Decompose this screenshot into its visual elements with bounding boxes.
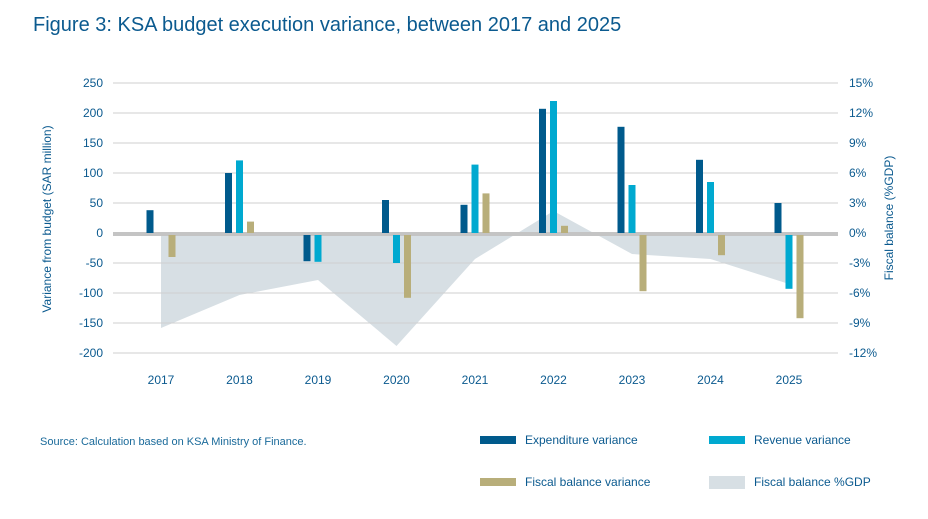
- bar-expenditure-2022: [539, 108, 546, 233]
- legend-item-revenue: Revenue variance: [709, 433, 851, 447]
- x-axis-ticks: 2017 2018 2019 2020 2021 2022 2023 2024 2025: [148, 373, 803, 387]
- right-tick-label: 15%: [849, 76, 873, 90]
- right-tick-label: 3%: [849, 196, 867, 210]
- legend-item-fiscal-variance: Fiscal balance variance: [480, 475, 650, 489]
- left-tick-label: 0: [96, 226, 103, 240]
- source-note: Source: Calculation based on KSA Ministr…: [40, 436, 307, 448]
- bar-revenue-2024: [707, 182, 714, 233]
- right-tick-label: 9%: [849, 136, 867, 150]
- right-tick-label: -3%: [849, 256, 871, 270]
- bar-expenditure-2017: [146, 210, 154, 233]
- bar-fiscal-variance-2022: [561, 225, 568, 233]
- left-tick-label: -150: [79, 316, 103, 330]
- legend-label: Revenue variance: [754, 433, 851, 447]
- legend-label: Fiscal balance variance: [525, 475, 651, 489]
- bar-revenue-2022: [550, 101, 557, 233]
- left-axis-title: Variance from budget (SAR million): [40, 125, 54, 312]
- figure-title: Figure 3: KSA budget execution variance,…: [33, 14, 622, 36]
- bar-revenue-2021: [471, 164, 479, 233]
- left-axis-ticks: 250 200 150 100 50 0 -50 -100 -150 -200: [79, 76, 103, 360]
- bar-expenditure-2019: [303, 235, 311, 262]
- x-tick-label: 2020: [383, 373, 410, 387]
- left-tick-label: 50: [90, 196, 104, 210]
- right-axis-ticks: 15% 12% 9% 6% 3% 0% -3% -6% -9% -12%: [849, 76, 877, 360]
- bar-expenditure-2020: [382, 200, 389, 233]
- bar-expenditure-2018: [225, 173, 232, 233]
- bar-fiscal-variance-2017: [168, 235, 176, 257]
- bars: [146, 101, 804, 319]
- zero-line: [113, 232, 838, 236]
- legend-label: Fiscal balance %GDP: [754, 475, 871, 489]
- right-tick-label: 6%: [849, 166, 867, 180]
- bar-fiscal-variance-2023: [639, 235, 647, 292]
- left-tick-label: 250: [83, 76, 103, 90]
- bar-revenue-2020: [393, 235, 400, 263]
- bar-fiscal-variance-2021: [482, 193, 490, 233]
- left-tick-label: -50: [86, 256, 104, 270]
- x-tick-label: 2021: [462, 373, 489, 387]
- right-tick-label: -12%: [849, 346, 877, 360]
- bar-expenditure-2025: [774, 203, 782, 233]
- left-tick-label: 200: [83, 106, 103, 120]
- legend-item-fiscal-balance-gdp: Fiscal balance %GDP: [709, 475, 871, 489]
- bar-fiscal-variance-2018: [247, 221, 254, 233]
- x-tick-label: 2025: [776, 373, 803, 387]
- right-tick-label: -6%: [849, 286, 871, 300]
- bar-revenue-2023: [628, 185, 636, 233]
- x-tick-label: 2017: [148, 373, 175, 387]
- bar-expenditure-2024: [696, 159, 703, 233]
- right-tick-label: -9%: [849, 316, 871, 330]
- left-tick-label: -100: [79, 286, 103, 300]
- legend-swatch-revenue: [709, 436, 745, 444]
- legend-label: Expenditure variance: [525, 433, 638, 447]
- bar-fiscal-variance-2024: [718, 235, 725, 256]
- right-tick-label: 0%: [849, 226, 867, 240]
- left-tick-label: -200: [79, 346, 103, 360]
- legend-swatch-fiscal-balance-gdp: [709, 475, 745, 489]
- right-axis-title: Fiscal balance (%GDP): [882, 156, 896, 281]
- legend-item-expenditure: Expenditure variance: [480, 433, 638, 447]
- bar-revenue-2019: [314, 235, 322, 262]
- legend-swatch-fiscal-variance: [480, 478, 516, 486]
- bar-revenue-2025: [785, 235, 793, 289]
- bar-fiscal-variance-2020: [404, 235, 411, 298]
- x-tick-label: 2024: [697, 373, 724, 387]
- bar-expenditure-2023: [617, 126, 625, 233]
- legend-swatch-expenditure: [480, 436, 516, 444]
- bar-revenue-2018: [236, 160, 243, 233]
- bar-fiscal-variance-2025: [796, 235, 804, 319]
- x-tick-label: 2019: [305, 373, 332, 387]
- x-tick-label: 2023: [619, 373, 646, 387]
- x-tick-label: 2022: [540, 373, 567, 387]
- bar-expenditure-2021: [460, 204, 468, 233]
- x-tick-label: 2018: [226, 373, 253, 387]
- right-tick-label: 12%: [849, 106, 873, 120]
- left-tick-label: 100: [83, 166, 103, 180]
- left-tick-label: 150: [83, 136, 103, 150]
- gridlines: [113, 82, 838, 354]
